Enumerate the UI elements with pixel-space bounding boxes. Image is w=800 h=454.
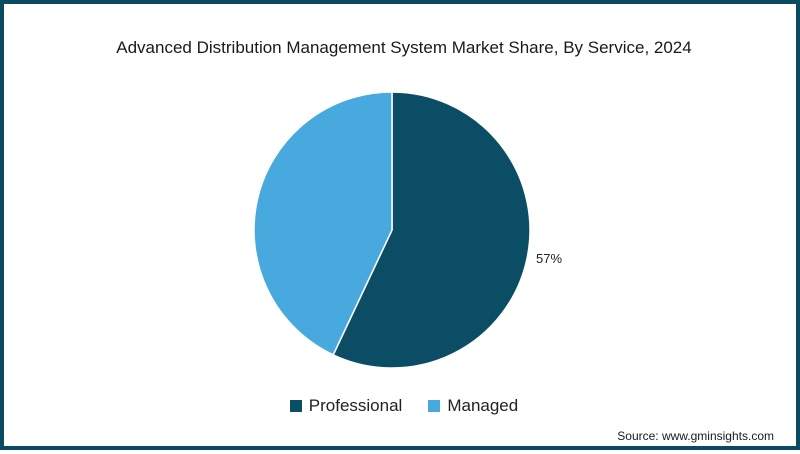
managed-swatch-icon xyxy=(428,400,441,412)
legend-label-professional: Professional xyxy=(308,396,403,415)
legend-item-managed: Managed xyxy=(428,396,518,416)
pie-slice-managed xyxy=(253,91,393,356)
chart-title: Advanced Distribution Management System … xyxy=(116,38,692,57)
professional-data-label: 57% xyxy=(536,251,563,266)
pie-chart xyxy=(253,91,531,369)
legend-label-managed: Managed xyxy=(447,396,519,415)
professional-swatch-icon xyxy=(289,400,302,412)
pie-slices xyxy=(253,91,531,369)
source-note: Source: www.gminsights.com xyxy=(617,429,774,443)
pie-slice-professional xyxy=(332,91,531,369)
legend-item-professional: Professional xyxy=(289,396,403,416)
legend: Professional Managed xyxy=(4,396,800,416)
